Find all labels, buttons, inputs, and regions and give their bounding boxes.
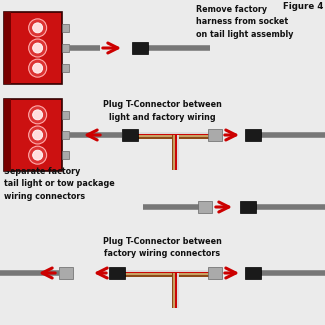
Circle shape	[29, 59, 47, 77]
Circle shape	[29, 146, 47, 164]
Bar	[240, 201, 256, 213]
Circle shape	[32, 23, 43, 33]
Circle shape	[29, 39, 47, 57]
Bar	[132, 42, 148, 54]
Text: Plug T-Connector between
light and factory wiring: Plug T-Connector between light and facto…	[103, 100, 221, 122]
Bar	[198, 201, 212, 213]
Bar	[109, 267, 125, 279]
Bar	[62, 131, 69, 139]
Bar	[208, 267, 222, 279]
Circle shape	[29, 19, 47, 37]
Bar	[62, 151, 69, 159]
Bar	[122, 129, 138, 141]
Circle shape	[29, 126, 47, 144]
Text: Separate factory
tail light or tow package
wiring connectors: Separate factory tail light or tow packa…	[4, 167, 115, 201]
Bar	[4, 12, 11, 84]
Text: Remove factory
harness from socket
on tail light assembly: Remove factory harness from socket on ta…	[196, 5, 293, 39]
Text: Plug T-Connector between
factory wiring connectors: Plug T-Connector between factory wiring …	[103, 237, 221, 258]
Circle shape	[32, 150, 43, 160]
Circle shape	[32, 43, 43, 53]
Circle shape	[29, 106, 47, 124]
Bar	[62, 44, 69, 52]
Bar	[62, 64, 69, 72]
Circle shape	[32, 110, 43, 120]
Bar	[4, 99, 11, 171]
Bar	[208, 129, 222, 141]
Bar	[4, 99, 62, 171]
Bar	[59, 267, 73, 279]
Circle shape	[32, 63, 43, 73]
Circle shape	[32, 130, 43, 140]
Bar	[245, 129, 261, 141]
Bar	[245, 267, 261, 279]
Text: Figure 4: Figure 4	[283, 2, 323, 11]
Bar	[62, 111, 69, 119]
Bar	[62, 24, 69, 32]
Bar	[4, 12, 62, 84]
